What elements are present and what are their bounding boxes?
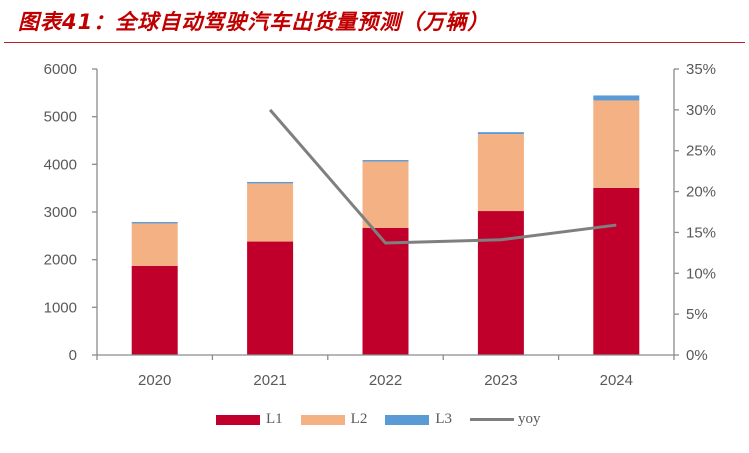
yoy-line-group (268, 108, 617, 245)
legend-label-l3: L3 (435, 411, 453, 427)
left-tick-label: 3000 (44, 204, 77, 221)
bars (131, 95, 640, 355)
right-tick-label: 30% (686, 102, 716, 119)
bar-l2-2021 (247, 183, 294, 242)
bar-l1-2023 (477, 211, 524, 355)
bar-l1-2022 (362, 227, 409, 355)
legend-item-yoy[interactable]: yoy (470, 411, 541, 428)
legend-label-yoy: yoy (518, 411, 541, 427)
legend-label-l2: L2 (350, 411, 368, 427)
bar-l2-2020 (131, 223, 178, 266)
x-tick-label: 2021 (253, 372, 286, 389)
bar-l2-2024 (593, 100, 640, 188)
bar-l3-2021 (247, 181, 294, 184)
x-tick-label: 2024 (600, 372, 633, 389)
bar-l3-2023 (477, 132, 524, 135)
x-axis: 2020 2021 2022 2023 2024 (96, 354, 675, 389)
x-tick-label: 2023 (484, 372, 517, 389)
right-tick-label: 10% (686, 265, 716, 282)
right-tick-label: 35% (686, 61, 716, 78)
left-tick-label: 4000 (44, 156, 77, 173)
left-tick-label: 1000 (44, 299, 77, 316)
yoy-line (268, 108, 617, 245)
left-tick-label: 5000 (44, 109, 77, 126)
bar-l2-2022 (362, 161, 409, 228)
legend-swatch-yoy (470, 418, 515, 421)
legend-item-l1[interactable]: L1 (216, 411, 283, 428)
legend-label-l1: L1 (266, 411, 283, 427)
bar-l1-2021 (247, 241, 294, 355)
left-tick-label: 2000 (44, 252, 77, 269)
right-tick-label: 0% (686, 347, 708, 364)
left-tick-label: 0 (69, 347, 77, 364)
legend-swatch-l2 (300, 414, 345, 425)
legend-item-l3[interactable]: L3 (385, 411, 452, 428)
title-divider (4, 42, 745, 43)
bar-l3-2024 (593, 95, 640, 101)
x-tick-label: 2020 (138, 372, 171, 389)
right-tick-label: 15% (686, 224, 716, 241)
right-tick-label: 25% (686, 143, 716, 160)
legend: L1 L2 L3 yoy (216, 411, 559, 428)
legend-swatch-l3 (385, 414, 430, 425)
right-tick-label: 5% (686, 306, 708, 323)
bar-l3-2022 (362, 160, 409, 162)
legend-item-l2[interactable]: L2 (300, 411, 368, 428)
x-tick-label: 2022 (369, 372, 402, 389)
right-tick-label: 20% (686, 184, 716, 201)
left-axis: 0 1000 2000 3000 4000 5000 6000 (44, 61, 98, 364)
bar-l1-2020 (131, 265, 178, 355)
legend-swatch-l1 (216, 414, 260, 425)
left-tick-label: 6000 (44, 61, 77, 78)
right-axis: 0% 5% 10% 15% 20% 25% 30% 35% (673, 61, 716, 364)
chart-title: 图表41：全球自动驾驶汽车出货量预测（万辆） (18, 10, 490, 34)
bar-l2-2023 (477, 134, 524, 212)
bar-l3-2020 (131, 222, 178, 224)
bar-l1-2024 (593, 187, 640, 355)
